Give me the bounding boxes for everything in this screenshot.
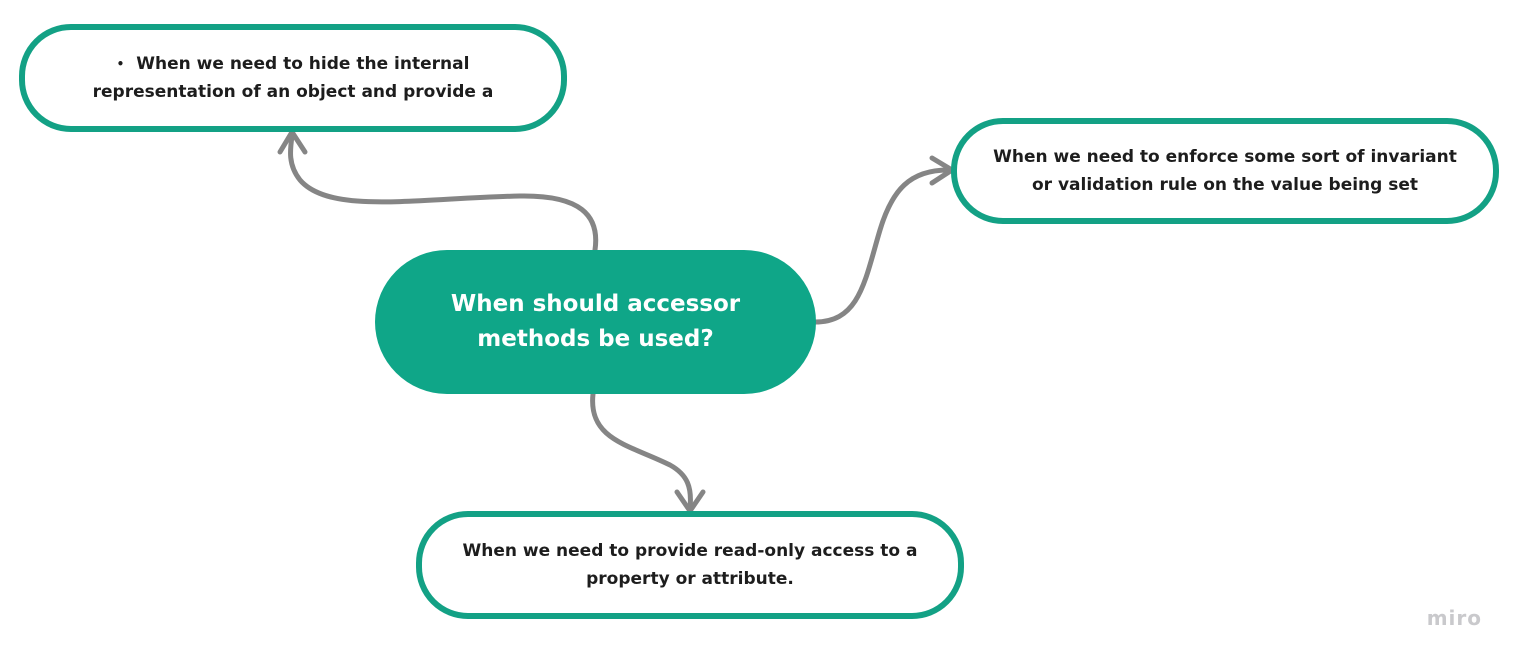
node-text: representation of an object and provide … bbox=[92, 82, 494, 102]
root-text: methods be used? bbox=[477, 326, 714, 352]
node-text: When we need to hide the internal bbox=[136, 54, 470, 74]
node-root-when-accessor-methods[interactable]: When should accessor methods be used? bbox=[375, 250, 816, 394]
node-enforce-invariant[interactable]: When we need to enforce some sort of inv… bbox=[951, 118, 1499, 224]
node-read-only-access[interactable]: When we need to provide read-only access… bbox=[416, 511, 964, 619]
node-text: When we need to enforce some sort of inv… bbox=[993, 147, 1457, 167]
root-text: When should accessor bbox=[450, 291, 741, 317]
node-text: When we need to provide read-only access… bbox=[462, 541, 918, 561]
connector-to-read-only-access bbox=[590, 391, 693, 511]
connector-to-enforce-invariant bbox=[812, 167, 951, 325]
node-text: property or attribute. bbox=[586, 569, 794, 589]
node-hide-internal-representation[interactable]: • When we need to hide the internal repre… bbox=[19, 24, 567, 132]
bullet-icon: • bbox=[116, 57, 125, 71]
node-text: or validation rule on the value being se… bbox=[1031, 175, 1419, 195]
node-text-line: • When we need to hide the internal bbox=[117, 50, 470, 78]
connector-to-hide-representation bbox=[287, 133, 599, 253]
arrowhead-up bbox=[277, 129, 308, 155]
miro-watermark-logo: miro bbox=[1426, 606, 1482, 630]
